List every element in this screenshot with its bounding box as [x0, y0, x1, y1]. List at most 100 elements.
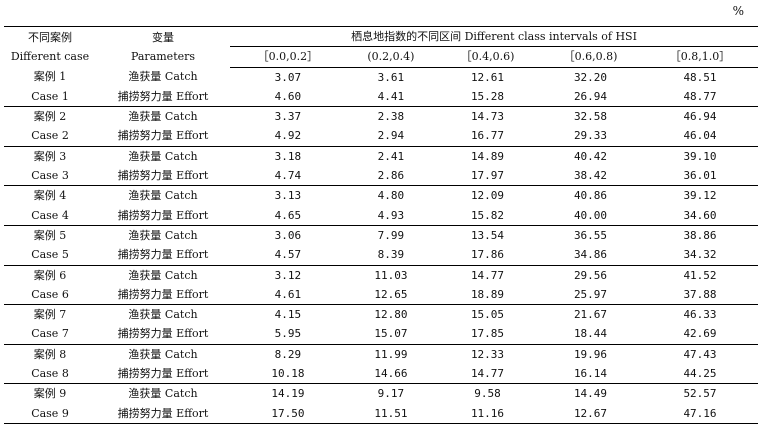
header-case-cn: 不同案例 — [28, 30, 72, 44]
table-row: 案例 6 渔获量 Catch 3.12 11.03 14.77 29.56 41.52 — [4, 265, 758, 285]
effort-value: 8.39 — [345, 245, 436, 266]
catch-value: 40.86 — [573, 189, 608, 203]
header-interval: ［0.0,0.2］ — [230, 46, 346, 68]
effort-value: 14.66 — [345, 364, 436, 385]
param-catch: 渔获量 Catch — [128, 308, 198, 322]
catch-value: 7.99 — [377, 228, 405, 242]
header-param-en: Parameters — [130, 50, 196, 64]
catch-value: 9.17 — [377, 387, 405, 401]
effort-value: 16.77 — [436, 126, 539, 147]
catch-value: 11.99 — [374, 347, 408, 361]
table-row: 案例 3 渔获量 Catch 3.18 2.41 14.89 40.42 39.10 — [4, 146, 758, 166]
catch-value: 3.61 — [377, 70, 405, 84]
effort-value: 34.32 — [642, 245, 758, 266]
effort-value: 17.50 — [230, 403, 346, 424]
header-interval: (0.2,0.4) — [345, 46, 436, 68]
case-en: Case 1 — [4, 86, 96, 108]
catch-value: 38.86 — [683, 228, 717, 242]
table-row: Case 2 捕捞努力量 Effort 4.92 2.94 16.77 29.33 46.0… — [4, 126, 758, 147]
table-row: Case 8 捕捞努力量 Effort 10.18 14.66 14.77 16.14 44… — [4, 364, 758, 385]
param-catch: 渔获量 Catch — [128, 387, 198, 401]
header-case-en: Different case — [10, 50, 90, 64]
effort-value: 47.16 — [642, 403, 758, 424]
catch-value: 39.10 — [683, 149, 717, 163]
param-effort: 捕捞努力量 Effort — [96, 324, 230, 345]
catch-value: 3.18 — [274, 149, 302, 163]
effort-value: 2.86 — [345, 166, 436, 187]
effort-value: 25.97 — [539, 284, 642, 306]
catch-value: 3.06 — [274, 228, 302, 242]
effort-value: 17.97 — [436, 166, 539, 187]
table-row: Case 9 捕捞努力量 Effort 17.50 11.51 11.16 12.67 47… — [4, 403, 758, 424]
header-parameters: 变量 Parameters — [96, 26, 230, 68]
table-row: Case 4 捕捞努力量 Effort 4.65 4.93 15.82 40.00 34.6… — [4, 205, 758, 226]
effort-value: 26.94 — [539, 86, 642, 108]
catch-value: 14.19 — [271, 387, 305, 401]
effort-value: 48.77 — [642, 86, 758, 108]
header-param-cn: 变量 — [152, 30, 174, 44]
header-intervals-title: 栖息地指数的不同区间 Different class intervals of … — [230, 25, 758, 48]
effort-value: 4.92 — [230, 126, 346, 147]
case-en: Case 7 — [4, 324, 96, 345]
catch-value: 8.29 — [274, 347, 302, 361]
param-catch: 渔获量 Catch — [128, 228, 198, 242]
table-header: 不同案例 Different case 变量 Parameters 栖息地指数的… — [4, 25, 758, 68]
effort-value: 4.93 — [345, 205, 436, 226]
case-cn: 案例 5 — [33, 228, 67, 242]
effort-value: 37.88 — [642, 284, 758, 306]
table-row: 案例 1 渔获量 Catch 3.07 3.61 12.61 32.20 48.51 — [4, 67, 758, 87]
effort-value: 12.67 — [539, 403, 642, 424]
case-cn: 案例 8 — [33, 347, 67, 361]
catch-value: 52.57 — [683, 387, 717, 401]
effort-value: 34.60 — [642, 205, 758, 226]
header-interval: ［0.8,1.0］ — [642, 46, 758, 68]
table-row: Case 5 捕捞努力量 Effort 4.57 8.39 17.86 34.86 34.3… — [4, 245, 758, 266]
table-row: 案例 2 渔获量 Catch 3.37 2.38 14.73 32.58 46.94 — [4, 107, 758, 127]
catch-value: 21.67 — [573, 308, 608, 322]
effort-value: 17.86 — [436, 245, 539, 266]
param-effort: 捕捞努力量 Effort — [96, 284, 230, 306]
effort-value: 16.14 — [539, 364, 642, 385]
catch-value: 3.07 — [274, 70, 302, 84]
param-effort: 捕捞努力量 Effort — [96, 126, 230, 147]
header-row-2: ［0.0,0.2］ (0.2,0.4) ［0.4,0.6) ［0.6,0.8) … — [4, 46, 758, 68]
catch-value: 2.38 — [377, 110, 405, 124]
effort-value: 12.65 — [345, 284, 436, 306]
case-cn: 案例 1 — [33, 70, 67, 84]
effort-value: 15.28 — [436, 86, 539, 108]
param-catch: 渔获量 Catch — [128, 149, 198, 163]
case-en: Case 9 — [4, 403, 96, 424]
table-row: 案例 4 渔获量 Catch 3.13 4.80 12.09 40.86 39.12 — [4, 186, 758, 206]
case-en: Case 8 — [4, 364, 96, 385]
param-catch: 渔获量 Catch — [128, 189, 198, 203]
catch-value: 3.13 — [274, 189, 302, 203]
unit-label: % — [732, 4, 744, 18]
case-en: Case 2 — [4, 126, 96, 147]
effort-value: 38.42 — [539, 166, 642, 187]
catch-value: 48.51 — [683, 70, 717, 84]
param-catch: 渔获量 Catch — [128, 110, 198, 124]
table-row: Case 1 捕捞努力量 Effort 4.60 4.41 15.28 26.94 48.7… — [4, 86, 758, 108]
effort-value: 4.57 — [230, 245, 346, 266]
effort-value: 42.69 — [642, 324, 758, 345]
param-catch: 渔获量 Catch — [128, 347, 198, 361]
catch-value: 46.94 — [683, 110, 717, 124]
table-row: 案例 7 渔获量 Catch 4.15 12.80 15.05 21.67 46.33 — [4, 305, 758, 325]
case-en: Case 4 — [4, 205, 96, 226]
catch-value: 40.42 — [573, 149, 608, 163]
effort-value: 15.07 — [345, 324, 436, 345]
effort-value: 4.60 — [230, 86, 346, 108]
effort-value: 29.33 — [539, 126, 642, 147]
case-cn: 案例 3 — [33, 149, 67, 163]
header-interval: ［0.6,0.8) — [539, 46, 642, 68]
case-en: Case 6 — [4, 284, 96, 306]
effort-value: 15.82 — [436, 205, 539, 226]
effort-value: 36.01 — [642, 166, 758, 187]
effort-value: 4.61 — [230, 284, 346, 306]
header-interval: ［0.4,0.6) — [436, 46, 539, 68]
catch-value: 2.41 — [377, 149, 405, 163]
case-cn: 案例 4 — [33, 189, 67, 203]
case-cn: 案例 7 — [33, 308, 67, 322]
catch-value: 12.80 — [374, 308, 408, 322]
effort-value: 4.74 — [230, 166, 346, 187]
